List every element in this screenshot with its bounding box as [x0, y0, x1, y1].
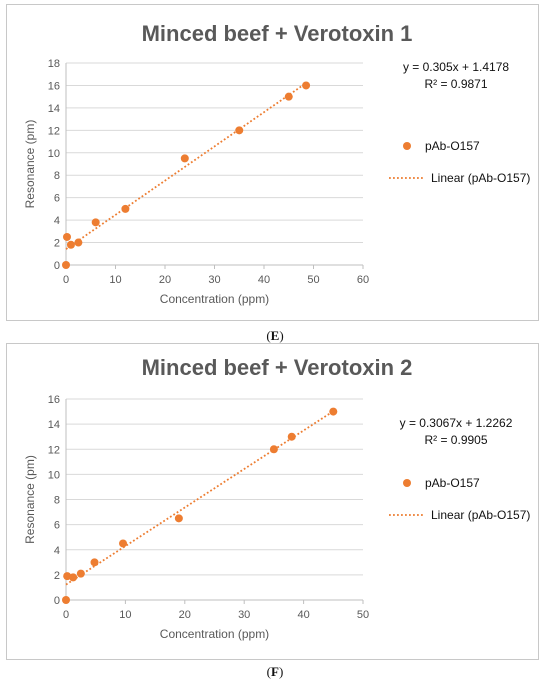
x-tick-label: 20 [159, 274, 171, 286]
x-tick-label: 10 [119, 609, 131, 621]
chart-f: Minced beef + Verotoxin 2 0 2 4 6 8 10 12 14 16 0 1… [23, 355, 530, 641]
chart-e: Minced beef + Verotoxin 1 0 2 4 6 8 10 12 14 16 18… [23, 21, 530, 306]
y-tick-label: 8 [54, 495, 60, 507]
x-tick-label: 50 [357, 609, 369, 621]
legend-label-trendline: Linear (pAb-O157) [431, 508, 530, 522]
data-point [76, 569, 85, 578]
y-tick-label: 6 [54, 520, 60, 532]
y-tick-label: 8 [54, 170, 60, 182]
x-tick-label: 30 [238, 609, 250, 621]
caption-e: (E) [266, 328, 284, 343]
x-tick-label: 40 [297, 609, 309, 621]
y-tick-label: 2 [54, 570, 60, 582]
data-point [62, 596, 70, 604]
y-tick-label: 10 [48, 148, 60, 160]
chart-title: Minced beef + Verotoxin 2 [142, 355, 413, 380]
y-tick-label: 12 [48, 125, 60, 137]
data-point [90, 558, 99, 567]
data-point [62, 261, 70, 269]
data-point [69, 573, 78, 582]
data-point [63, 572, 72, 581]
y-tick-label: 18 [48, 58, 60, 70]
x-tick-label: 0 [63, 274, 69, 286]
x-tick-label: 20 [179, 609, 191, 621]
chart-panel-f: Minced beef + Verotoxin 2 0 2 4 6 8 10 12 14 16 0 1… [6, 343, 539, 660]
x-tick-label: 0 [63, 609, 69, 621]
y-tick-label: 2 [54, 238, 60, 250]
legend-label-trendline: Linear (pAb-O157) [431, 171, 530, 185]
x-tick-label: 50 [307, 274, 319, 286]
trendline-r2: R² = 0.9905 [424, 433, 487, 447]
legend-marker-series [403, 142, 411, 150]
y-axis-label: Resonance (pm) [23, 120, 37, 209]
data-point [74, 238, 83, 247]
data-point [66, 240, 75, 249]
chart-panel-e: Minced beef + Verotoxin 1 0 2 4 6 8 10 12 14 16 18… [6, 4, 539, 321]
trendline-r2: R² = 0.9871 [424, 77, 487, 91]
trendline [65, 410, 334, 586]
y-tick-label: 16 [48, 394, 60, 406]
data-point [287, 432, 296, 441]
data-point [302, 81, 311, 90]
y-tick-label: 0 [54, 595, 60, 607]
data-point [119, 539, 128, 548]
caption-f: (F) [266, 664, 284, 679]
y-tick-label: 6 [54, 193, 60, 205]
trendline [65, 82, 307, 250]
y-tick-label: 10 [48, 469, 60, 481]
chart-title: Minced beef + Verotoxin 1 [142, 21, 413, 46]
y-tick-label: 4 [54, 215, 60, 227]
data-point [269, 445, 278, 454]
x-axis-label: Concentration (ppm) [160, 627, 269, 641]
y-tick-label: 12 [48, 444, 60, 456]
y-tick-label: 14 [48, 103, 60, 115]
y-tick-label: 0 [54, 260, 60, 272]
x-tick-label: 60 [357, 274, 369, 286]
x-tick-label: 10 [109, 274, 121, 286]
data-point [121, 204, 130, 213]
y-tick-label: 16 [48, 80, 60, 92]
data-point [174, 514, 183, 523]
trendline-equation: y = 0.3067x + 1.2262 [400, 416, 513, 430]
data-point [235, 126, 244, 135]
data-point [284, 92, 293, 101]
x-tick-label: 30 [208, 274, 220, 286]
legend-label-series: pAb-O157 [425, 139, 480, 153]
y-axis-label: Resonance (pm) [23, 455, 37, 544]
data-point [329, 407, 338, 416]
x-axis-label: Concentration (ppm) [160, 292, 269, 306]
data-point [180, 154, 189, 163]
trendline-equation: y = 0.305x + 1.4178 [403, 60, 509, 74]
legend-label-series: pAb-O157 [425, 476, 480, 490]
y-tick-label: 4 [54, 545, 60, 557]
data-point [91, 218, 100, 227]
x-tick-label: 40 [258, 274, 270, 286]
data-point [62, 232, 71, 241]
legend-marker-series [403, 479, 411, 487]
y-tick-label: 14 [48, 419, 60, 431]
